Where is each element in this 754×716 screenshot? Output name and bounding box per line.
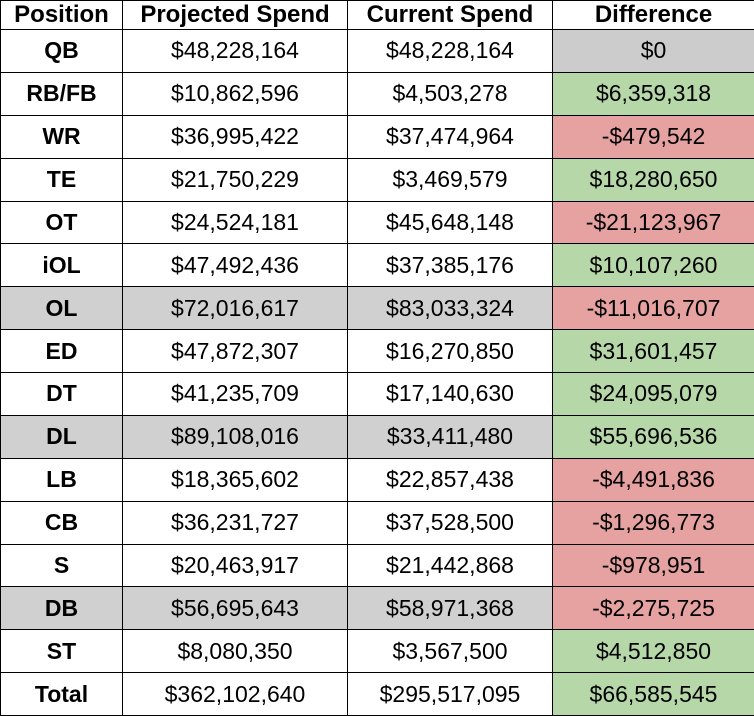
table-row: Total $362,102,640 $295,517,095 $66,585,545	[0, 672, 754, 716]
value-cell: $37,474,964	[347, 114, 553, 159]
value-cell: $36,231,727	[122, 500, 348, 545]
position-cell: ST	[0, 629, 123, 674]
value-cell: $18,280,650	[552, 157, 754, 202]
value-cell: $89,108,016	[122, 414, 348, 459]
position-cell: WR	[0, 114, 123, 159]
value-cell: $55,696,536	[552, 414, 754, 459]
position-cell: iOL	[0, 243, 123, 288]
value-cell: $8,080,350	[122, 629, 348, 674]
value-cell: $47,872,307	[122, 329, 348, 373]
header-cell: Difference	[552, 0, 754, 30]
value-cell: $16,270,850	[347, 329, 553, 373]
table-row: OT $24,524,181 $45,648,148 -$21,123,967	[0, 200, 754, 245]
header-cell: Projected Spend	[122, 0, 348, 30]
value-cell: -$978,951	[552, 543, 754, 588]
position-cell: ED	[0, 329, 123, 373]
position-cell: Total	[0, 672, 123, 716]
value-cell: $3,567,500	[347, 629, 553, 674]
position-cell: RB/FB	[0, 71, 123, 116]
position-cell: TE	[0, 157, 123, 202]
table-row: CB $36,231,727 $37,528,500 -$1,296,773	[0, 500, 754, 545]
position-cell: OL	[0, 286, 123, 331]
value-cell: $10,107,260	[552, 243, 754, 288]
table-row: WR $36,995,422 $37,474,964 -$479,542	[0, 114, 754, 159]
value-cell: $21,750,229	[122, 157, 348, 202]
value-cell: $22,857,438	[347, 457, 553, 502]
table-row: LB $18,365,602 $22,857,438 -$4,491,836	[0, 457, 754, 502]
value-cell: $37,385,176	[347, 243, 553, 288]
position-cell: LB	[0, 457, 123, 502]
position-cell: DT	[0, 372, 123, 416]
value-cell: $56,695,643	[122, 586, 348, 631]
position-cell: DL	[0, 414, 123, 459]
value-cell: $37,528,500	[347, 500, 553, 545]
value-cell: $66,585,545	[552, 672, 754, 716]
table-row: TE $21,750,229 $3,469,579 $18,280,650	[0, 157, 754, 202]
value-cell: $83,033,324	[347, 286, 553, 331]
value-cell: $295,517,095	[347, 672, 553, 716]
value-cell: $33,411,480	[347, 414, 553, 459]
value-cell: $4,512,850	[552, 629, 754, 674]
position-cell: QB	[0, 29, 123, 73]
value-cell: $20,463,917	[122, 543, 348, 588]
position-cell: S	[0, 543, 123, 588]
value-cell: -$4,491,836	[552, 457, 754, 502]
value-cell: $0	[552, 29, 754, 73]
value-cell: $47,492,436	[122, 243, 348, 288]
table-row: QB $48,228,164 $48,228,164 $0	[0, 29, 754, 73]
value-cell: $24,524,181	[122, 200, 348, 245]
value-cell: $10,862,596	[122, 71, 348, 116]
value-cell: $3,469,579	[347, 157, 553, 202]
table-row: RB/FB $10,862,596 $4,503,278 $6,359,318	[0, 71, 754, 116]
value-cell: -$2,275,725	[552, 586, 754, 631]
value-cell: $6,359,318	[552, 71, 754, 116]
table-row: iOL $47,492,436 $37,385,176 $10,107,260	[0, 243, 754, 288]
value-cell: $48,228,164	[122, 29, 348, 73]
value-cell: $31,601,457	[552, 329, 754, 373]
header-cell: Position	[0, 0, 123, 30]
table-row: DB $56,695,643 $58,971,368 -$2,275,725	[0, 586, 754, 631]
value-cell: -$1,296,773	[552, 500, 754, 545]
value-cell: -$479,542	[552, 114, 754, 159]
value-cell: $17,140,630	[347, 372, 553, 416]
value-cell: $36,995,422	[122, 114, 348, 159]
table-row: ST $8,080,350 $3,567,500 $4,512,850	[0, 629, 754, 674]
value-cell: $18,365,602	[122, 457, 348, 502]
position-cell: OT	[0, 200, 123, 245]
position-cell: CB	[0, 500, 123, 545]
header-row: Position Projected Spend Current Spend Diff…	[0, 0, 754, 30]
value-cell: $45,648,148	[347, 200, 553, 245]
position-cell: DB	[0, 586, 123, 631]
value-cell: $362,102,640	[122, 672, 348, 716]
value-cell: -$21,123,967	[552, 200, 754, 245]
value-cell: $72,016,617	[122, 286, 348, 331]
value-cell: $48,228,164	[347, 29, 553, 73]
table-row: DL $89,108,016 $33,411,480 $55,696,536	[0, 414, 754, 459]
table-row: DT $41,235,709 $17,140,630 $24,095,079	[0, 372, 754, 416]
table-row: S $20,463,917 $21,442,868 -$978,951	[0, 543, 754, 588]
value-cell: -$11,016,707	[552, 286, 754, 331]
value-cell: $21,442,868	[347, 543, 553, 588]
table-row: ED $47,872,307 $16,270,850 $31,601,457	[0, 329, 754, 373]
value-cell: $4,503,278	[347, 71, 553, 116]
value-cell: $24,095,079	[552, 372, 754, 416]
table-row: OL $72,016,617 $83,033,324 -$11,016,707	[0, 286, 754, 331]
header-cell: Current Spend	[347, 0, 553, 30]
value-cell: $58,971,368	[347, 586, 553, 631]
value-cell: $41,235,709	[122, 372, 348, 416]
